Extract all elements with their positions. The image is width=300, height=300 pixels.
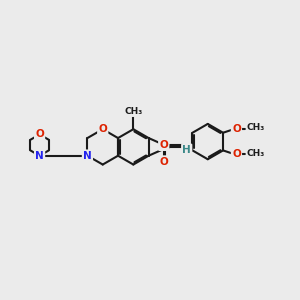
- Text: CH₃: CH₃: [124, 107, 142, 116]
- Text: O: O: [159, 157, 168, 166]
- Text: O: O: [159, 140, 168, 150]
- Text: N: N: [83, 151, 92, 161]
- Text: O: O: [232, 124, 241, 134]
- Text: N: N: [35, 151, 44, 161]
- Text: CH₃: CH₃: [246, 123, 265, 132]
- Text: H: H: [182, 145, 191, 155]
- Text: O: O: [35, 130, 44, 140]
- Text: CH₃: CH₃: [246, 149, 265, 158]
- Text: O: O: [232, 149, 241, 160]
- Text: O: O: [98, 124, 107, 134]
